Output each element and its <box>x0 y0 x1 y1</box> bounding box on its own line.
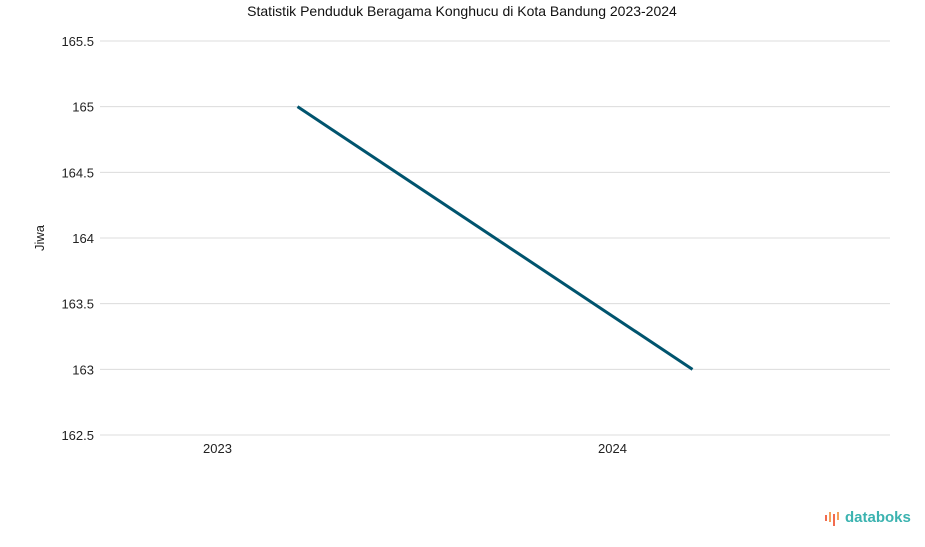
databoks-logo: databoks <box>824 509 911 526</box>
logo-bars-icon <box>825 511 839 526</box>
logo-text: databoks <box>845 509 911 526</box>
x-tick-label: 2023 <box>203 441 232 456</box>
chart-title: Statistik Penduduk Beragama Konghucu di … <box>247 3 677 19</box>
y-axis-label: Jiwa <box>32 224 47 251</box>
y-tick-label: 163.5 <box>61 297 94 312</box>
y-tick-label: 162.5 <box>61 428 94 443</box>
y-tick-label: 164 <box>72 231 94 246</box>
y-tick-label: 164.5 <box>61 165 94 180</box>
y-tick-label: 165 <box>72 100 94 115</box>
x-tick-label: 2024 <box>598 441 627 456</box>
series-line <box>296 105 694 371</box>
y-tick-label: 165.5 <box>61 34 94 49</box>
y-tick-label: 163 <box>72 362 94 377</box>
